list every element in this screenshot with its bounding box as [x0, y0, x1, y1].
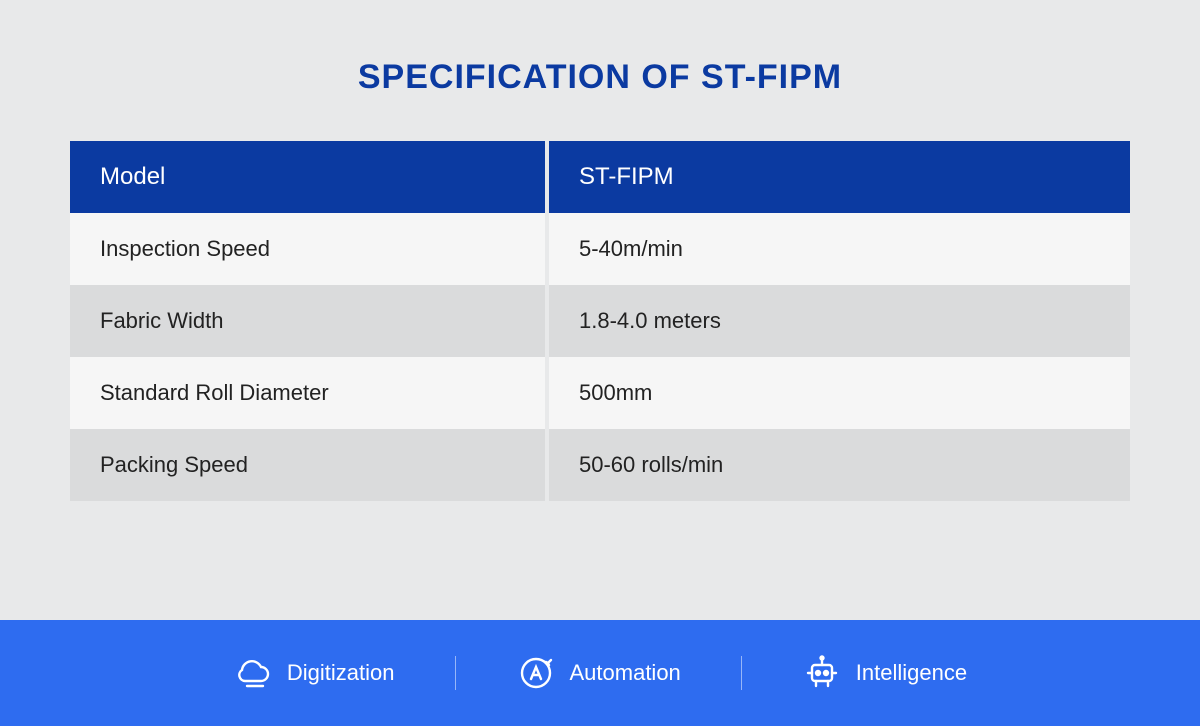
spec-label: Packing Speed: [70, 429, 547, 501]
spec-label: Fabric Width: [70, 285, 547, 357]
spec-table: Model ST-FIPM Inspection Speed 5-40m/min…: [70, 141, 1130, 501]
robot-icon: [802, 653, 842, 693]
table-row: Inspection Speed 5-40m/min: [70, 213, 1130, 285]
table-row: Fabric Width 1.8-4.0 meters: [70, 285, 1130, 357]
main-content: SPECIFICATION OF ST-FIPM Model ST-FIPM I…: [0, 0, 1200, 501]
feature-digitization: Digitization: [173, 653, 455, 693]
spec-value: 5-40m/min: [547, 213, 1130, 285]
table-header-row: Model ST-FIPM: [70, 141, 1130, 213]
spec-label: Standard Roll Diameter: [70, 357, 547, 429]
cloud-icon: [233, 653, 273, 693]
automation-icon: [516, 653, 556, 693]
header-model-value: ST-FIPM: [547, 141, 1130, 213]
spec-value: 50-60 rolls/min: [547, 429, 1130, 501]
feature-label: Automation: [570, 660, 681, 686]
table-row: Standard Roll Diameter 500mm: [70, 357, 1130, 429]
footer-bar: Digitization Automation: [0, 620, 1200, 726]
spec-value: 1.8-4.0 meters: [547, 285, 1130, 357]
feature-label: Intelligence: [856, 660, 967, 686]
header-model-label: Model: [70, 141, 547, 213]
spec-value: 500mm: [547, 357, 1130, 429]
feature-automation: Automation: [456, 653, 741, 693]
feature-intelligence: Intelligence: [742, 653, 1027, 693]
table-row: Packing Speed 50-60 rolls/min: [70, 429, 1130, 501]
spec-label: Inspection Speed: [70, 213, 547, 285]
feature-label: Digitization: [287, 660, 395, 686]
page-title: SPECIFICATION OF ST-FIPM: [70, 58, 1130, 97]
